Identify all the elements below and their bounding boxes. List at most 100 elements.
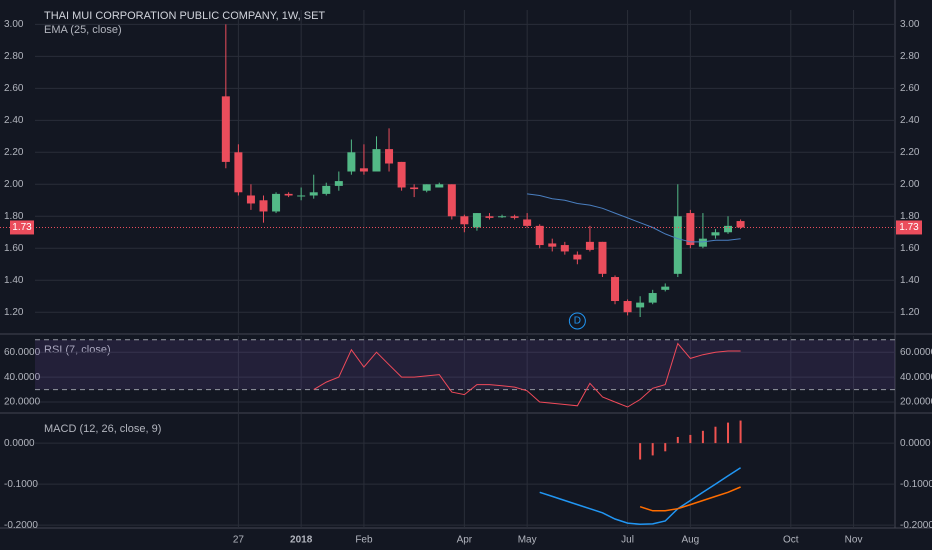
last-price-label: 1.73 [12,222,32,233]
dividend-marker-label: D [574,316,581,327]
y-tick-label: 2.80 [900,51,920,62]
y-tick-label: 2.20 [900,147,920,158]
y-tick-label: -0.1000 [4,479,38,490]
candle-body [585,241,594,250]
x-tick-label: 2018 [290,535,313,546]
y-tick-label: 2.00 [900,179,920,190]
candle-body [397,161,406,188]
x-tick-label: Jul [621,535,634,546]
candle-body [698,238,707,247]
macd-line [639,486,741,512]
candle-body [636,302,645,308]
macd-histogram-bar [727,422,730,444]
last-price-label: 1.73 [899,222,919,233]
y-tick-label: 60.0000 [4,347,41,358]
macd-histogram-bar [664,443,667,452]
candle-body [560,245,569,252]
candle-body [498,216,507,218]
y-tick-label: 1.60 [4,243,24,254]
candle-body [385,149,394,164]
y-tick-label: 2.00 [4,179,24,190]
candle-body [623,301,632,313]
y-tick-label: 2.40 [4,115,24,126]
candle-body [485,216,494,218]
candle-body [447,184,456,217]
candle-body [523,219,532,226]
candle-body [435,184,444,188]
macd-histogram-bar [739,420,742,444]
y-tick-label: 2.60 [4,83,24,94]
candle-body [234,152,243,193]
candle-body [573,254,582,260]
candle-body [548,243,557,247]
y-tick-label: 60.0000 [900,347,932,358]
y-tick-label: -0.2000 [900,520,932,531]
y-tick-label: 1.20 [4,307,24,318]
x-tick-label: May [518,535,537,546]
macd-histogram-bar [714,426,717,444]
candle-body [724,225,733,233]
candle-body [259,200,268,212]
macd-histogram-bar [639,443,642,460]
candle-body [598,241,607,274]
candle-body [410,187,419,190]
macd-title: MACD (12, 26, close, 9) [44,423,161,435]
x-tick-label: 27 [233,535,245,546]
candle-body [347,152,356,172]
y-tick-label: -0.2000 [4,520,38,531]
macd-histogram-bar [689,434,692,444]
y-tick-label: 2.60 [900,83,920,94]
last-price-box [896,220,922,235]
chart-title: THAI MUI CORPORATION PUBLIC COMPANY, 1W,… [44,10,325,22]
candle-body [372,149,381,172]
candle-body [711,232,720,236]
candle-body [686,213,695,246]
candle-body [535,225,544,246]
candle-body [246,195,255,204]
candle-body [472,213,481,228]
x-tick-label: Nov [845,535,863,546]
y-tick-label: 20.0000 [900,397,932,408]
candle-body [422,184,431,191]
macd-histogram-bar [651,443,654,456]
candle-body [510,216,519,218]
candle-body [648,293,657,303]
y-tick-label: 1.40 [900,275,920,286]
y-tick-label: -0.1000 [900,479,932,490]
y-tick-label: 20.0000 [4,397,41,408]
candle-body [221,96,230,162]
macd-histogram-bar [676,436,679,444]
x-tick-label: Oct [783,535,799,546]
candle-body [322,185,331,194]
macd-line [539,467,742,526]
macd-histogram-bar [701,430,704,444]
candle-body [284,193,293,196]
last-price-box [10,220,34,235]
y-tick-label: 1.80 [900,211,920,222]
candle-body [736,221,745,228]
candle-body [359,168,368,172]
candle-body [309,192,318,196]
y-tick-label: 2.80 [4,51,24,62]
dividend-marker [568,312,586,330]
candle-body [611,277,620,302]
y-tick-label: 2.20 [4,147,24,158]
y-tick-label: 2.40 [900,115,920,126]
ema-line [527,193,741,243]
y-tick-label: 0.0000 [900,438,931,449]
y-tick-label: 40.0000 [4,372,41,383]
y-tick-label: 1.40 [4,275,24,286]
y-tick-label: 0.0000 [4,438,35,449]
x-tick-label: Aug [681,535,699,546]
y-tick-label: 1.20 [900,307,920,318]
rsi-band [35,339,895,390]
candle-body [297,195,306,197]
x-tick-label: Apr [457,535,473,546]
x-tick-label: Feb [355,535,373,546]
y-tick-label: 3.00 [900,19,920,30]
candle-body [272,193,281,212]
candle-body [673,216,682,274]
